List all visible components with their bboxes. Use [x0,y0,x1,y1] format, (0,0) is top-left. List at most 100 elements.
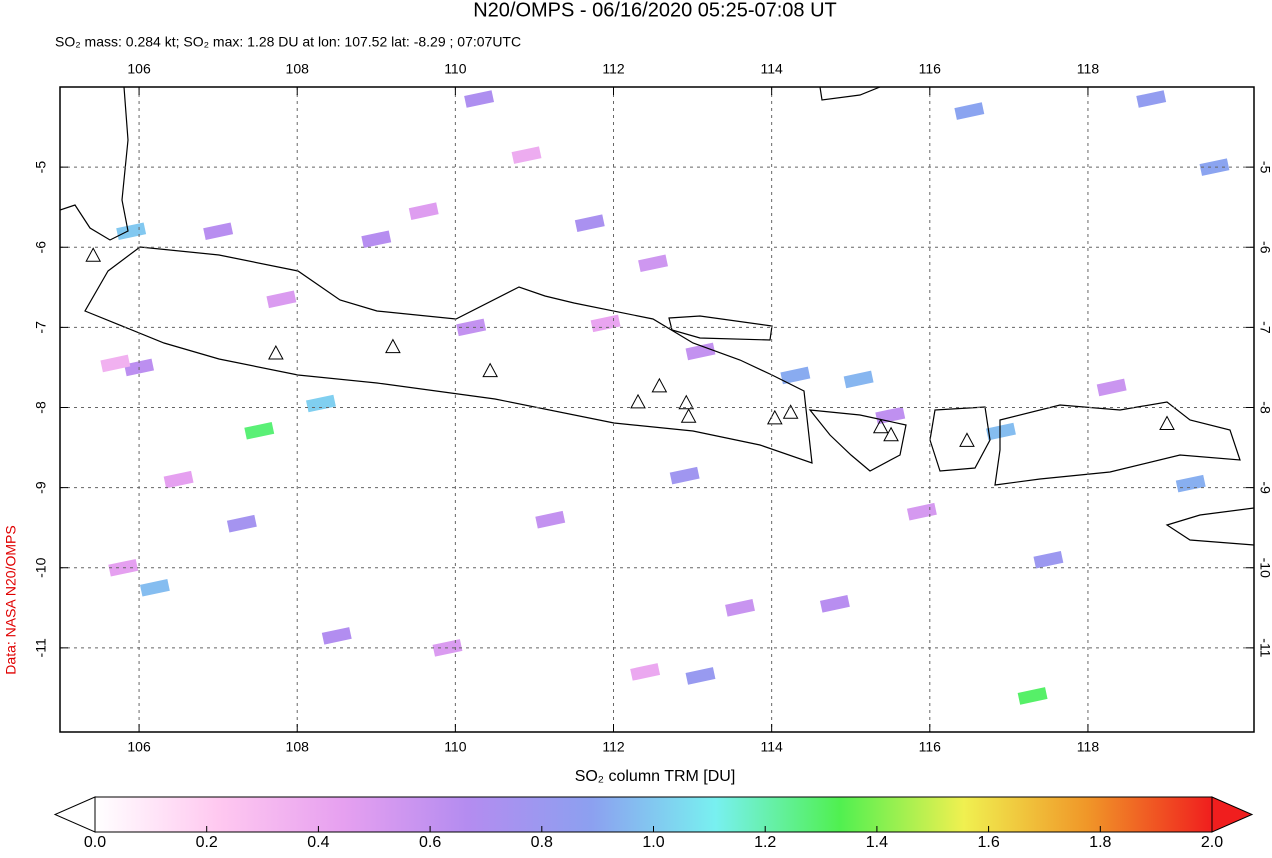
colorbar-tick-label: 2.0 [1201,834,1223,851]
so2-pixel [305,394,336,413]
so2-pixel [511,146,542,164]
y-tick-label-right: -10 [1257,558,1272,578]
so2-pixel [819,595,850,613]
so2-pixel [590,314,621,333]
so2-pixel [1136,90,1167,108]
x-tick-label-top: 116 [919,61,942,77]
y-tick-label-left: -10 [33,557,49,577]
so2-pixel [685,667,716,685]
so2-pixel [1096,378,1127,397]
colorbar-under [53,796,96,833]
volcano [782,404,799,419]
x-tick-label-top: 114 [760,61,783,77]
so2-pixel [163,470,194,489]
y-tick-label-left: -11 [33,638,49,657]
y-tick-label-left: -6 [33,241,49,254]
so2-pixel [226,514,257,533]
x-tick-label-top: 118 [1077,61,1100,77]
volcano [268,344,284,360]
colorbar-label: SO₂ column TRM [DU] [575,768,736,785]
so2-pixel [456,318,487,337]
colorbar-tick-label: 1.6 [977,834,999,851]
volcano [630,393,646,409]
colorbar-tick-label: 0.4 [307,834,329,851]
so2-pixel [669,466,700,485]
y-tick-label-left: -8 [33,401,49,414]
volcano [651,377,668,393]
colorbar-tick-label: 0.2 [196,834,218,851]
coast-lombok [929,406,991,472]
x-tick-label-top: 108 [286,61,310,77]
so2-pixel [780,366,811,385]
x-tick-label-top: 106 [127,61,151,77]
coast-borneo [819,87,881,101]
colorbar-tick-label: 0.0 [84,834,106,851]
volcano [680,408,697,423]
volcano [385,338,401,354]
colorbar-tick-label: 0.6 [419,834,441,851]
x-tick-label-bottom: 116 [919,739,942,755]
coast-bali [808,409,907,472]
so2-pixel [139,578,170,597]
y-tick-label-left: -7 [33,321,49,334]
x-tick-label-top: 110 [444,61,467,77]
so2-pixel [100,354,131,373]
so2-pixel [843,370,874,389]
x-tick-label-bottom: 108 [286,739,310,755]
volcano [883,426,899,442]
coast-sumba [1165,507,1254,546]
volcano [766,409,783,425]
x-tick-label-top: 112 [602,61,625,77]
volcano [959,432,975,447]
x-tick-label-bottom: 106 [127,739,151,755]
coast-sumbawa [994,401,1241,486]
so2-pixel [638,254,668,273]
colorbar-tick-label: 0.8 [531,834,553,851]
y-tick-label-left: -9 [33,481,49,494]
y-tick-label-right: -8 [1257,401,1272,414]
so2-pixel [986,422,1016,441]
so2-pixel [906,502,937,521]
so2-pixel [1017,687,1048,705]
volcano [85,247,102,262]
y-tick-label-right: -7 [1257,321,1272,334]
colorbar-tick-label: 1.0 [642,834,664,851]
so2-pixel [464,90,495,108]
colorbar-tick-label: 1.4 [866,834,888,851]
y-tick-label-right: -11 [1257,638,1272,657]
so2-pixel [630,663,661,681]
y-tick-label-left: -5 [33,161,49,174]
so2-pixel [1175,474,1206,493]
so2-pixel [116,222,147,241]
x-tick-label-bottom: 112 [602,739,625,755]
volcano [482,362,498,378]
so2-pixel [725,599,755,617]
so2-pixel [361,230,392,249]
volcano [872,418,889,434]
y-tick-label-right: -9 [1257,481,1272,494]
colorbar-tick-label: 1.2 [754,834,776,851]
volcano [678,394,695,410]
so2-pixel [408,202,439,220]
so2-pixel [203,222,234,241]
map-frame [59,86,1255,733]
coast-sumatra [60,87,129,241]
so2-pixel [685,342,716,361]
volcano [1159,415,1175,431]
y-tick-label-right: -5 [1257,161,1272,174]
subtitle: SO₂ mass: 0.284 kt; SO₂ max: 1.28 DU at … [55,34,521,50]
colorbar-tick-label: 1.8 [1089,834,1111,851]
so2-pixel [266,290,297,309]
colorbar-over [1211,796,1254,833]
so2-pixel [954,102,985,120]
x-tick-label-bottom: 110 [444,739,467,755]
chart-title: N20/OMPS - 06/16/2020 05:25-07:08 UT [473,0,837,21]
side-label: Data: NASA N20/OMPS [3,525,19,674]
coast-madura [668,315,773,341]
coast-java [84,246,813,464]
x-tick-label-bottom: 118 [1077,739,1100,755]
volcanoes [85,247,1175,447]
y-tick-label-right: -6 [1257,241,1272,254]
